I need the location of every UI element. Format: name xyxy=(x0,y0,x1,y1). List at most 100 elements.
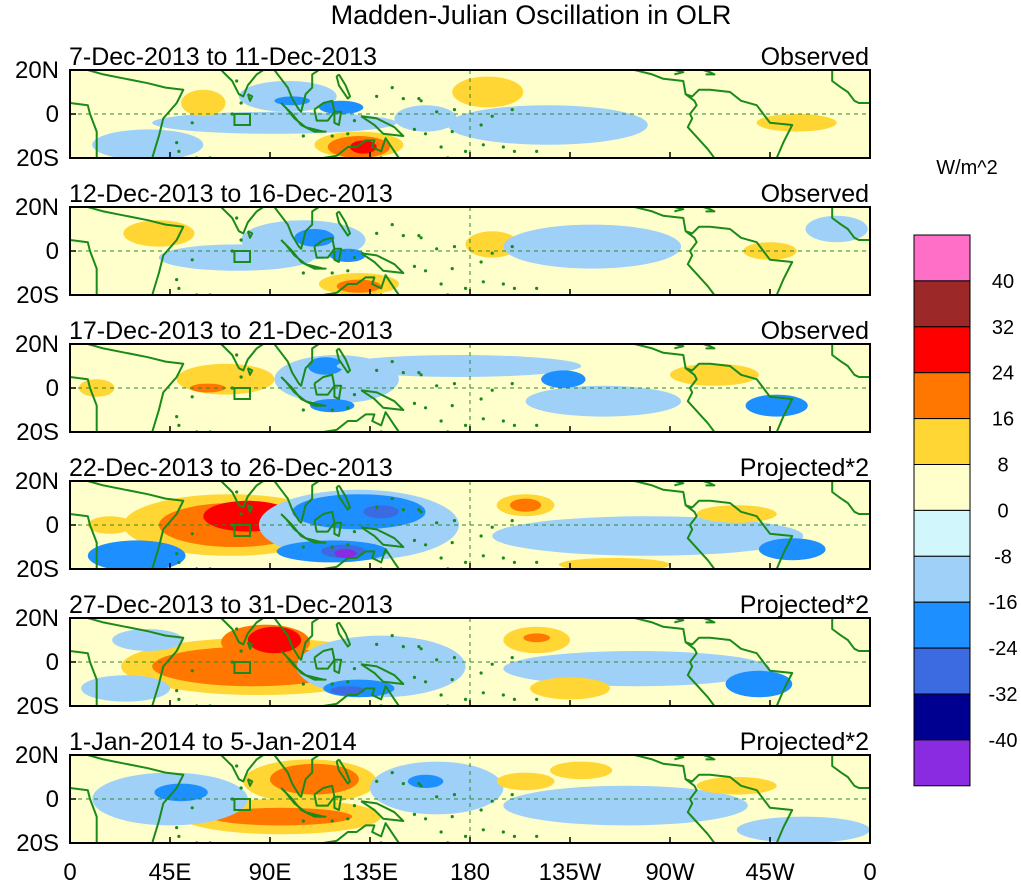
island-dot xyxy=(535,423,539,427)
island-dot xyxy=(423,680,428,684)
coastline xyxy=(335,73,351,100)
anomaly-contour xyxy=(112,629,184,651)
island-dot xyxy=(346,132,350,136)
legend-label: 16 xyxy=(992,409,1014,431)
anomaly-contour xyxy=(181,89,226,117)
island-dot xyxy=(481,554,485,558)
island-dot xyxy=(450,815,454,819)
island-dot xyxy=(175,826,179,830)
island-dot xyxy=(390,360,394,364)
island-dot xyxy=(401,782,405,786)
coastline xyxy=(305,400,327,407)
island-dot xyxy=(512,834,517,839)
coastline xyxy=(360,252,405,274)
coastline xyxy=(702,207,716,213)
anomaly-contour xyxy=(756,114,837,132)
island-dot xyxy=(481,828,485,832)
island-dot xyxy=(417,508,421,512)
island-dot xyxy=(175,552,179,556)
x-tick-label: 180 xyxy=(450,859,490,886)
island-dot xyxy=(401,371,405,375)
island-dot xyxy=(352,530,357,534)
island-dot xyxy=(330,682,334,686)
island-dot xyxy=(535,149,539,153)
legend-swatch xyxy=(913,372,971,420)
legend-label: 0 xyxy=(997,500,1008,522)
coastline xyxy=(220,755,264,783)
coastline xyxy=(702,618,716,624)
island-dot xyxy=(390,497,394,501)
island-dot xyxy=(375,231,379,235)
island-dot xyxy=(490,388,494,392)
island-dot xyxy=(352,667,357,671)
island-dot xyxy=(512,423,517,427)
island-dot xyxy=(452,382,457,386)
island-dot xyxy=(463,423,468,427)
index-box xyxy=(233,798,251,811)
coastline xyxy=(246,641,254,650)
coastline xyxy=(360,526,405,548)
coastline xyxy=(305,537,327,544)
island-dot xyxy=(463,286,468,290)
anomaly-contour xyxy=(270,763,359,795)
island-dot xyxy=(190,258,194,262)
anomaly-contour xyxy=(523,633,551,643)
panel-1: 20N 0 20S 7-Dec-2013 to 11-Dec-2013 Observed xyxy=(15,43,871,172)
island-dot xyxy=(452,519,457,523)
island-dot xyxy=(512,697,517,702)
island-dot xyxy=(330,271,334,275)
island-dot xyxy=(239,238,243,242)
coastline xyxy=(831,207,870,241)
x-tick-label: 135W xyxy=(539,859,602,886)
coastline xyxy=(634,618,794,706)
coastline xyxy=(70,70,185,158)
anomaly-contour xyxy=(350,140,377,154)
island-dot xyxy=(177,834,181,839)
island-dot xyxy=(401,234,405,238)
coastline xyxy=(70,344,185,432)
coastline xyxy=(323,274,400,295)
island-dot xyxy=(330,819,334,823)
anomaly-contour xyxy=(452,76,524,108)
coastlines xyxy=(70,344,870,432)
island-dot xyxy=(452,793,457,797)
coastline xyxy=(305,674,327,681)
y-tick-label: 20N xyxy=(15,57,59,84)
island-dot xyxy=(235,353,239,357)
coastline xyxy=(634,70,794,158)
coastline xyxy=(360,389,405,411)
anomaly-contour xyxy=(370,761,504,815)
island-dot xyxy=(412,127,417,131)
legend-swatch xyxy=(913,509,971,557)
coastlines xyxy=(70,207,870,295)
anomaly-field xyxy=(81,624,793,702)
y-tick-label: 0 xyxy=(46,375,59,402)
anomaly-contour xyxy=(336,355,582,377)
anomaly-contour xyxy=(492,516,804,556)
coastline xyxy=(672,207,685,213)
island-dot xyxy=(175,141,179,145)
figure-title: Madden-Julian Oscillation in OLR xyxy=(331,0,732,30)
island-dot xyxy=(190,395,194,399)
island-dot xyxy=(235,216,239,220)
island-dot xyxy=(177,286,181,290)
island-dot xyxy=(412,264,417,268)
anomaly-contour xyxy=(210,807,353,826)
legend-label: -8 xyxy=(994,546,1012,568)
island-dot xyxy=(346,543,350,547)
coastline xyxy=(273,755,320,798)
island-dot xyxy=(512,560,517,565)
island-dot xyxy=(439,693,443,697)
y-tick-label: 20N xyxy=(15,605,59,632)
island-dot xyxy=(417,782,421,786)
anomaly-contour xyxy=(725,670,793,698)
anomaly-contour xyxy=(363,505,399,519)
coastline xyxy=(335,347,351,374)
anomaly-contour xyxy=(558,558,670,569)
coastline xyxy=(220,207,264,235)
island-dot xyxy=(375,505,379,509)
island-dot xyxy=(452,656,457,660)
island-dot xyxy=(490,251,494,255)
x-tick-label: 0 xyxy=(863,859,876,886)
island-dot xyxy=(330,134,334,138)
